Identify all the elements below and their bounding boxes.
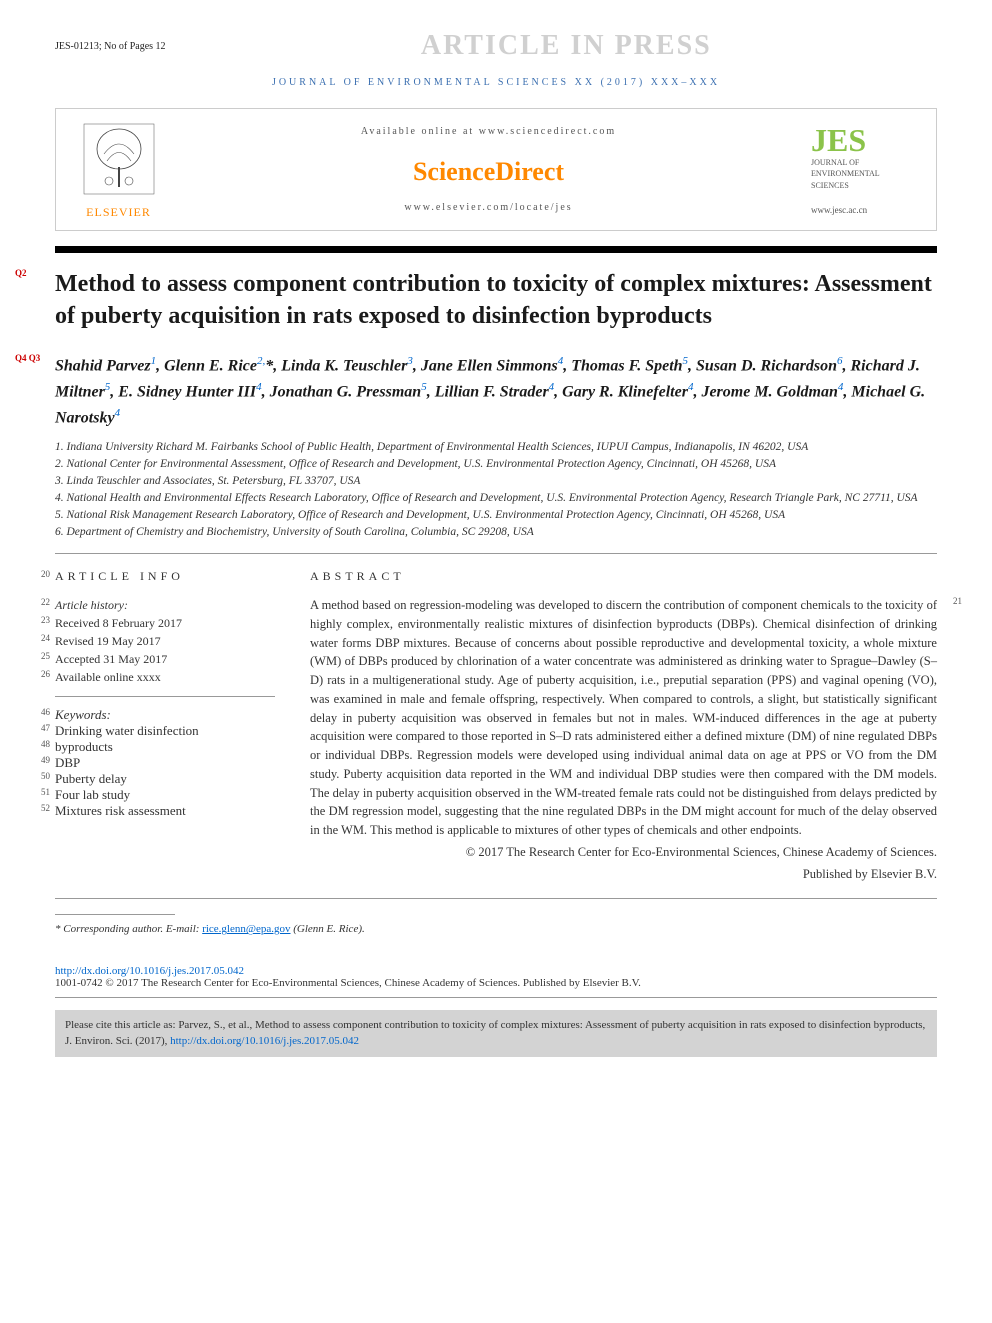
accepted-date: Accepted 31 May 2017 xyxy=(55,652,167,666)
line-number: 47 xyxy=(30,723,50,733)
received-date: Received 8 February 2017 xyxy=(55,616,182,630)
line-number: 49 xyxy=(30,755,50,765)
available-online-text: Available online at www.sciencedirect.co… xyxy=(186,126,791,137)
elsevier-text: ELSEVIER xyxy=(71,205,166,220)
publisher-header: ELSEVIER Available online at www.science… xyxy=(55,108,937,231)
elsevier-logo: ELSEVIER xyxy=(71,119,166,220)
issn-copyright: 1001-0742 © 2017 The Research Center for… xyxy=(55,977,641,989)
abstract-heading: ABSTRACT xyxy=(310,569,937,584)
query-q2: Q2 xyxy=(15,268,27,278)
article-title: Method to assess component contribution … xyxy=(55,268,937,333)
query-q4q3: Q4 Q3 xyxy=(15,353,40,363)
revised-date: Revised 19 May 2017 xyxy=(55,634,161,648)
locate-url: www.elsevier.com/locate/jes xyxy=(186,202,791,213)
affiliation-line: 3. Linda Teuschler and Associates, St. P… xyxy=(55,473,937,489)
copyright-line-2: Published by Elsevier B.V. xyxy=(310,865,937,884)
line-number: 48 xyxy=(30,739,50,749)
line-number: 46 xyxy=(30,707,50,717)
line-number: 24 xyxy=(30,632,50,646)
authors-list: Shahid Parvez1, Glenn E. Rice2,*, Linda … xyxy=(55,353,937,431)
jes-url: www.jesc.ac.cn xyxy=(811,205,921,215)
keyword: 49DBP xyxy=(55,755,275,771)
keyword: 47Drinking water disinfection xyxy=(55,723,275,739)
history-label: Article history: xyxy=(55,598,128,612)
keyword: 50Puberty delay xyxy=(55,771,275,787)
abstract-text: A method based on regression-modeling wa… xyxy=(310,596,937,883)
keyword: 51Four lab study xyxy=(55,787,275,803)
footnote-name: (Glenn E. Rice). xyxy=(291,923,365,935)
citation-doi-link[interactable]: http://dx.doi.org/10.1016/j.jes.2017.05.… xyxy=(170,1035,359,1047)
separator-bar xyxy=(55,246,937,253)
affiliations: 1. Indiana University Richard M. Fairban… xyxy=(55,439,937,555)
affiliation-line: 5. National Risk Management Research Lab… xyxy=(55,507,937,523)
abstract-column: ABSTRACT 21 A method based on regression… xyxy=(310,569,937,883)
proof-id: JES-01213; No of Pages 12 xyxy=(55,41,166,52)
copyright-line-1: © 2017 The Research Center for Eco-Envir… xyxy=(310,843,937,862)
header-center: Available online at www.sciencedirect.co… xyxy=(186,126,791,213)
keywords-block: 46Keywords: 47Drinking water disinfectio… xyxy=(55,707,275,819)
line-number: 26 xyxy=(30,668,50,682)
line-number: 20 xyxy=(30,569,50,579)
article-in-press-banner: ARTICLE IN PRESS xyxy=(196,30,937,62)
line-number: 52 xyxy=(30,803,50,813)
jes-subtitle-3: SCIENCES xyxy=(811,181,921,191)
footnote-label: * Corresponding author. E-mail: xyxy=(55,923,202,935)
line-number: 51 xyxy=(30,787,50,797)
article-info-column: 20 ARTICLE INFO 22Article history: 23Rec… xyxy=(55,569,275,883)
footnote-email-link[interactable]: rice.glenn@epa.gov xyxy=(202,923,290,935)
line-number: 22 xyxy=(30,596,50,610)
elsevier-tree-icon xyxy=(79,119,159,199)
jes-logo: JES JOURNAL OF ENVIRONMENTAL SCIENCES ww… xyxy=(811,124,921,216)
line-number: 21 xyxy=(953,596,962,606)
keyword: 48byproducts xyxy=(55,739,275,755)
keyword: 52Mixtures risk assessment xyxy=(55,803,275,819)
article-history: 22Article history: 23Received 8 February… xyxy=(55,596,275,697)
jes-subtitle-1: JOURNAL OF xyxy=(811,158,921,168)
footnote-separator xyxy=(55,914,175,915)
affiliation-line: 6. Department of Chemistry and Biochemis… xyxy=(55,524,937,540)
jes-title: JES xyxy=(811,124,921,156)
jes-subtitle-2: ENVIRONMENTAL xyxy=(811,169,921,179)
citation-box: Please cite this article as: Parvez, S.,… xyxy=(55,1010,937,1057)
sciencedirect-logo: ScienceDirect xyxy=(186,157,791,187)
line-number: 23 xyxy=(30,614,50,628)
affiliation-line: 1. Indiana University Richard M. Fairban… xyxy=(55,439,937,455)
line-number: 50 xyxy=(30,771,50,781)
journal-reference: JOURNAL OF ENVIRONMENTAL SCIENCES XX (20… xyxy=(55,77,937,88)
line-number: 25 xyxy=(30,650,50,664)
doi-link[interactable]: http://dx.doi.org/10.1016/j.jes.2017.05.… xyxy=(55,965,244,977)
available-date: Available online xxxx xyxy=(55,670,161,684)
proof-header: JES-01213; No of Pages 12 ARTICLE IN PRE… xyxy=(55,30,937,62)
affiliation-line: 4. National Health and Environmental Eff… xyxy=(55,490,937,506)
doi-block: http://dx.doi.org/10.1016/j.jes.2017.05.… xyxy=(55,965,937,998)
abstract-body: A method based on regression-modeling wa… xyxy=(310,598,937,837)
article-info-heading: ARTICLE INFO xyxy=(55,569,275,584)
affiliation-line: 2. National Center for Environmental Ass… xyxy=(55,456,937,472)
keywords-label: Keywords: xyxy=(55,707,111,722)
corresponding-author-footnote: * Corresponding author. E-mail: rice.gle… xyxy=(55,923,937,935)
